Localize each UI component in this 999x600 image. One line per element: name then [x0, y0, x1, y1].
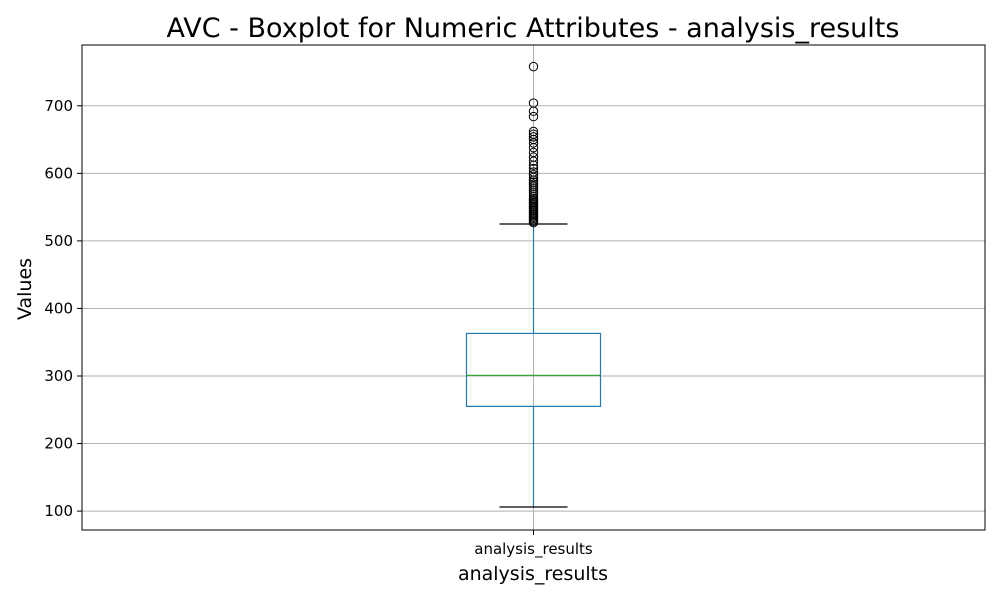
x-tick-label: analysis_results: [474, 540, 593, 559]
outlier-point: [528, 169, 539, 180]
plot-frame: [81, 44, 986, 531]
y-tick-label: 300: [44, 367, 73, 385]
outlier-point: [528, 126, 539, 137]
outlier-point: [528, 147, 539, 158]
outlier-point: [528, 152, 539, 162]
y-tick-label: 400: [44, 299, 73, 317]
outlier-point: [528, 61, 539, 72]
iqr-box: [465, 332, 602, 407]
box-series: [465, 223, 602, 508]
y-tick-label: 200: [44, 435, 73, 453]
y-axis-ticks: 100 200 300 400 500 600 700: [44, 97, 82, 520]
y-tick-label: 600: [44, 164, 73, 182]
outlier-point: [528, 98, 539, 108]
outlier-point: [528, 163, 539, 174]
x-axis-label: analysis_results: [458, 563, 608, 585]
outlier-point: [528, 132, 539, 142]
y-tick-label: 500: [44, 232, 73, 250]
chart-title: AVC - Boxplot for Numeric Attributes - a…: [167, 13, 900, 44]
outlier-point: [528, 167, 539, 177]
y-tick-label: 700: [44, 97, 73, 115]
outlier-point: [528, 111, 539, 122]
x-axis-ticks: analysis_results: [474, 530, 593, 559]
y-axis-label: Values: [14, 258, 36, 320]
y-tick-label: 100: [44, 502, 73, 520]
outlier-points: [528, 61, 539, 228]
outlier-point: [528, 129, 539, 139]
